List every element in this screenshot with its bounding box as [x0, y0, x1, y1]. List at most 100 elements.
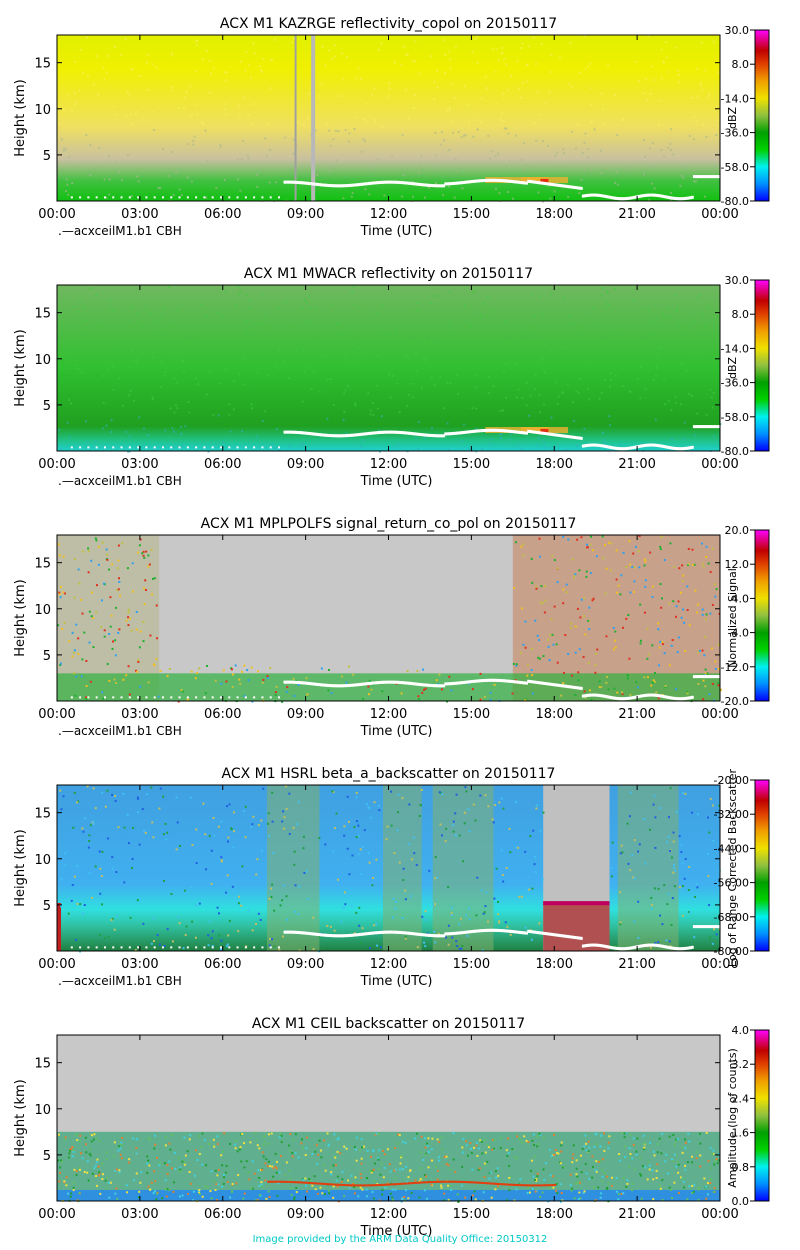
colorbar-tick-label: 30.0 — [725, 274, 750, 287]
colorbar: 30.0 8.0 -14.0 -36.0 -58.0 -80.0 dBZ — [721, 24, 770, 208]
x-tick-label: 09:00 — [287, 1207, 324, 1222]
y-tick-label: 5 — [43, 899, 51, 914]
x-tick-label: 18:00 — [536, 207, 573, 222]
x-tick-label: 03:00 — [121, 457, 158, 472]
x-tick-label: 00:00 — [701, 457, 738, 472]
colorbar-tick-label: -58.0 — [721, 161, 749, 174]
chart-title: ACX M1 MWACR reflectivity on 20150117 — [244, 266, 533, 282]
x-tick-label: 18:00 — [536, 707, 573, 722]
cbh-legend: .—acxceilM1.b1 CBH — [58, 474, 182, 488]
x-tick-label: 09:00 — [287, 457, 324, 472]
colorbar-tick-label: -80.0 — [721, 445, 749, 458]
cbh-trace — [70, 675, 722, 701]
colorbar-tick-label: -36.0 — [721, 377, 749, 390]
x-tick-label: 00:00 — [38, 957, 75, 972]
colorbar-tick-label: 0.8 — [732, 1161, 750, 1174]
colorbar: -20.00 -32.00 -44.00 -56.00 -68.00 -80.00Log … — [714, 768, 770, 967]
x-tick-label: 00:00 — [38, 207, 75, 222]
x-tick-label: 00:00 — [701, 207, 738, 222]
field-texture — [57, 1131, 720, 1203]
x-tick-label: 03:00 — [121, 707, 158, 722]
colorbar-tick-label: 4.0 — [732, 1024, 750, 1037]
colorbar: 30.0 8.0 -14.0 -36.0 -58.0 -80.0 dBZ — [721, 274, 770, 458]
colorbar-tick-label: -12.0 — [721, 661, 749, 674]
x-tick-label: 15:00 — [453, 707, 490, 722]
colorbar-tick-label: -44.00 — [714, 842, 749, 855]
colorbar-tick-label: 20.0 — [725, 524, 750, 537]
colorbar-tick-label: -56.00 — [714, 877, 749, 890]
y-axis-label: Height (km) — [13, 1079, 28, 1156]
colorbar-tick-label: -20.00 — [714, 774, 749, 787]
x-tick-label: 12:00 — [370, 1207, 407, 1222]
y-axis-label: Height (km) — [13, 829, 28, 906]
data-field — [57, 35, 720, 201]
colorbar-tick-label: -36.0 — [721, 127, 749, 140]
x-tick-label: 15:00 — [453, 1207, 490, 1222]
cbh-trace — [70, 925, 722, 951]
colorbar-tick-label: -14.0 — [721, 92, 749, 105]
x-tick-label: 18:00 — [536, 457, 573, 472]
colorbar-tick-label: 1.6 — [732, 1127, 750, 1140]
colorbar-tick-label: 30.0 — [725, 24, 750, 37]
field-texture — [57, 785, 722, 953]
colorbar-label: dBZ — [726, 107, 739, 130]
colorbar-gradient — [754, 29, 770, 202]
x-tick-label: 09:00 — [287, 707, 324, 722]
x-tick-label: 21:00 — [618, 707, 655, 722]
x-tick-label: 21:00 — [618, 1207, 655, 1222]
panel-3: ACX M1 MPLPOLFS signal_return_co_pol on … — [13, 516, 770, 739]
x-tick-label: 15:00 — [453, 957, 490, 972]
y-axis-label: Height (km) — [13, 329, 28, 406]
colorbar-tick-label: -80.0 — [721, 195, 749, 208]
cbh-trace — [70, 425, 722, 451]
y-tick-label: 15 — [34, 307, 51, 322]
x-tick-label: 06:00 — [204, 207, 241, 222]
x-tick-label: 21:00 — [618, 957, 655, 972]
x-tick-label: 12:00 — [370, 457, 407, 472]
panel-5: ACX M1 CEIL backscatter on 20150117 00:00… — [13, 1016, 770, 1239]
x-tick-label: 15:00 — [453, 207, 490, 222]
x-tick-label: 00:00 — [38, 707, 75, 722]
colorbar-tick-label: -58.0 — [721, 411, 749, 424]
y-tick-label: 10 — [34, 353, 51, 368]
x-axis-label: Time (UTC) — [360, 474, 433, 489]
y-tick-label: 10 — [34, 1103, 51, 1118]
colorbar-tick-label: 0.0 — [732, 1195, 750, 1208]
colorbar-gradient — [754, 1029, 770, 1202]
colorbar-tick-label: -4.0 — [728, 627, 749, 640]
panel-2: ACX M1 MWACR reflectivity on 20150117 00:… — [13, 266, 770, 489]
cbh-trace — [70, 175, 722, 201]
y-axis-label: Height (km) — [13, 79, 28, 156]
y-tick-label: 15 — [34, 1057, 51, 1072]
y-tick-label: 15 — [34, 807, 51, 822]
x-tick-label: 06:00 — [204, 957, 241, 972]
y-tick-label: 10 — [34, 103, 51, 118]
y-axis-label: Height (km) — [13, 579, 28, 656]
footer-credit: Image provided by the ARM Data Quality O… — [252, 1234, 548, 1245]
x-tick-label: 09:00 — [287, 957, 324, 972]
x-tick-label: 12:00 — [370, 207, 407, 222]
x-tick-label: 03:00 — [121, 1207, 158, 1222]
x-axis-label: Time (UTC) — [360, 1224, 433, 1239]
panel-4: ACX M1 HSRL beta_a_backscatter on 201501… — [13, 766, 770, 989]
chart-title: ACX M1 MPLPOLFS signal_return_co_pol on … — [201, 516, 577, 532]
y-tick-label: 5 — [43, 649, 51, 664]
colorbar-tick-label: 8.0 — [732, 58, 750, 71]
colorbar-gradient — [754, 779, 770, 952]
y-tick-label: 5 — [43, 399, 51, 414]
colorbar-tick-label: -68.00 — [714, 911, 749, 924]
x-tick-label: 21:00 — [618, 207, 655, 222]
colorbar-tick-label: 2.4 — [732, 1092, 750, 1105]
x-tick-label: 00:00 — [701, 957, 738, 972]
x-tick-label: 15:00 — [453, 457, 490, 472]
x-tick-label: 06:00 — [204, 457, 241, 472]
colorbar: 20.0 12.0 4.0 -4.0 -12.0 -20.0 Normalized Sign… — [721, 524, 770, 708]
y-tick-label: 5 — [43, 149, 51, 164]
y-tick-label: 10 — [34, 603, 51, 618]
cbh-legend: .—acxceilM1.b1 CBH — [58, 224, 182, 238]
x-tick-label: 00:00 — [38, 457, 75, 472]
x-tick-label: 03:00 — [121, 957, 158, 972]
colorbar-label: Amplitude (log of counts) — [726, 1048, 739, 1188]
x-tick-label: 18:00 — [536, 957, 573, 972]
y-tick-label: 15 — [34, 557, 51, 572]
